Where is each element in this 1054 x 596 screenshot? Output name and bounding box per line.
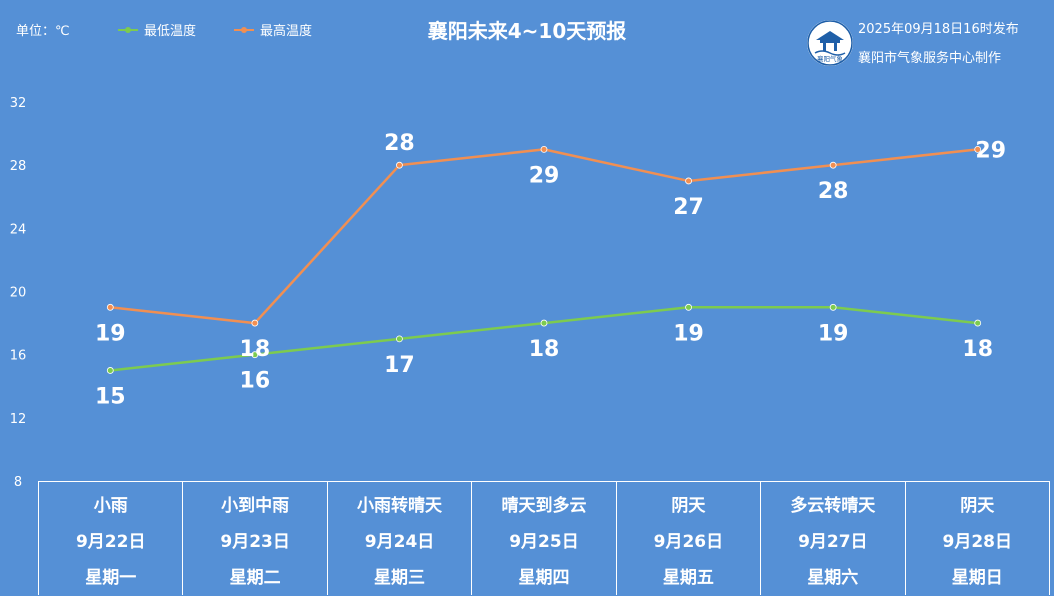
high-temp-label: 28: [818, 179, 849, 204]
high-temp-point: [396, 161, 403, 169]
forecast-column: 晴天到多云 9月25日星期四: [472, 482, 617, 595]
forecast-column: 阴天 9月28日星期日: [906, 482, 1050, 595]
legend-low-swatch: [118, 26, 138, 34]
logo-text: 襄阳气象: [817, 54, 844, 63]
low-temp-point: [685, 303, 692, 311]
forecast-column: 多云转晴天 9月27日星期六: [761, 482, 906, 595]
low-temp-point: [829, 303, 837, 311]
forecast-weekday: 星期六: [807, 568, 859, 588]
forecast-weather: 小雨: [93, 496, 128, 516]
producer-label: 襄阳市气象服务中心制作: [858, 51, 1002, 66]
forecast-column: 阴天 9月26日星期五: [617, 482, 762, 595]
high-temp-label: 19: [95, 321, 126, 346]
forecast-date: 9月27日: [798, 532, 868, 552]
forecast-weather: 阴天: [671, 496, 706, 516]
low-temp-label: 15: [95, 384, 126, 409]
forecast-table: 小雨 9月22日星期一 小到中雨 9月23日星期二 小雨转晴天 9月24日星期三 晴天到多云…: [38, 481, 1050, 595]
meteorological-logo-icon: 襄阳气象: [807, 20, 853, 66]
forecast-weather: 晴天到多云: [501, 496, 587, 516]
chart-title: 襄阳未来4~10天预报: [427, 19, 627, 43]
forecast-weekday: 星期日: [951, 568, 1003, 588]
forecast-weekday: 星期二: [229, 568, 281, 588]
forecast-weather: 阴天: [960, 496, 995, 516]
low-temp-label: 19: [673, 321, 704, 346]
forecast-column: 小雨 9月22日星期一: [39, 482, 184, 595]
low-temp-label: 19: [818, 321, 849, 346]
legend-low-label: 最低温度: [144, 24, 197, 39]
high-temp-label: 18: [240, 337, 271, 362]
low-temp-label: 18: [962, 337, 993, 362]
forecast-weekday: 星期三: [374, 568, 426, 588]
y-tick-label: 8: [14, 475, 22, 490]
forecast-date: 9月24日: [364, 532, 435, 552]
y-tick-label: 32: [10, 96, 27, 111]
low-temp-point: [974, 319, 982, 327]
legend-item-high: 最高温度: [234, 20, 312, 39]
forecast-weekday: 星期五: [662, 568, 714, 588]
forecast-weather: 小雨转晴天: [357, 496, 443, 516]
low-temp-label: 17: [384, 353, 415, 378]
forecast-column: 小雨转晴天 9月24日星期三: [328, 482, 473, 595]
high-temp-point: [829, 161, 837, 169]
y-tick-label: 24: [10, 222, 27, 237]
forecast-date: 9月22日: [75, 532, 146, 552]
low-temp-point: [106, 367, 114, 374]
high-temp-label: 29: [975, 138, 1006, 163]
low-temp-label: 16: [240, 369, 271, 394]
y-tick-label: 16: [10, 349, 27, 364]
high-temp-label: 27: [673, 195, 704, 220]
high-temp-point: [540, 145, 548, 153]
forecast-weather: 多云转晴天: [790, 496, 876, 516]
y-tick-label: 12: [10, 412, 27, 427]
forecast-date: 9月23日: [220, 532, 290, 552]
legend-high-label: 最高温度: [260, 24, 313, 39]
y-tick-label: 28: [10, 159, 27, 174]
forecast-date: 9月25日: [509, 532, 579, 552]
high-temp-point: [974, 145, 982, 153]
forecast-weekday: 星期一: [85, 568, 137, 588]
high-temp-point: [106, 303, 114, 311]
low-temp-point: [396, 335, 403, 343]
forecast-date: 9月26日: [653, 532, 724, 552]
forecast-weekday: 星期四: [518, 568, 570, 588]
legend-item-low: 最低温度: [118, 20, 196, 39]
high-temp-point: [251, 319, 259, 327]
low-temp-point: [251, 351, 259, 359]
high-temp-point: [685, 177, 692, 185]
forecast-weather: 小到中雨: [221, 496, 290, 516]
publish-time: 2025年09月18日16时发布: [858, 22, 1019, 37]
low-temp-label: 18: [529, 337, 560, 362]
forecast-column: 小到中雨 9月23日星期二: [183, 482, 328, 595]
forecast-date: 9月28日: [942, 532, 1012, 552]
legend-high-swatch: [234, 26, 254, 34]
high-temp-label: 28: [384, 131, 415, 156]
unit-label: 单位：℃: [16, 24, 70, 39]
high-temp-label: 29: [529, 163, 560, 188]
low-temp-point: [540, 319, 548, 327]
y-tick-label: 20: [10, 286, 27, 301]
